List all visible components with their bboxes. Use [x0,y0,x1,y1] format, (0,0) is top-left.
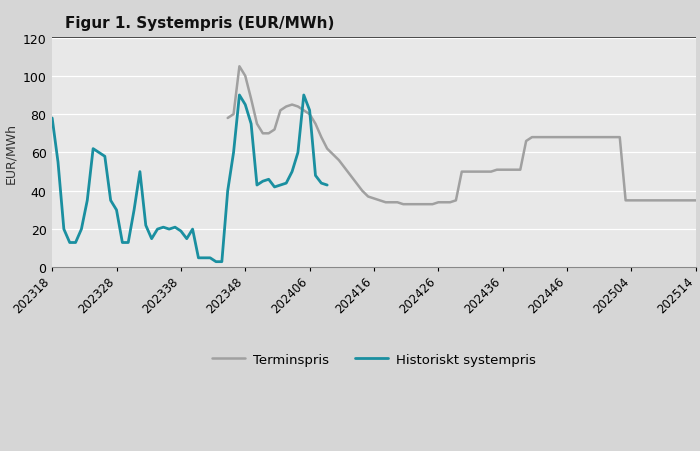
Historiskt systempris [141,223,150,229]
Terminspris [657,198,665,203]
Historiskt systempris [194,256,202,261]
Y-axis label: EUR/MWh: EUR/MWh [4,123,18,184]
Historiskt systempris [294,151,302,156]
Historiskt systempris [71,240,80,246]
Line: Terminspris: Terminspris [228,67,696,205]
Historiskt systempris [312,173,320,179]
Terminspris [639,198,648,203]
Terminspris [528,135,536,141]
Text: Figur 1. Systempris (EUR/MWh): Figur 1. Systempris (EUR/MWh) [65,15,335,31]
Historiskt systempris [153,227,162,232]
Historiskt systempris [241,103,249,108]
Terminspris [399,202,407,207]
Terminspris [615,135,624,141]
Historiskt systempris [188,227,197,232]
Historiskt systempris [288,170,296,175]
Historiskt systempris [176,229,185,234]
Historiskt systempris [136,170,144,175]
Historiskt systempris [305,108,314,114]
Historiskt systempris [183,236,191,242]
Historiskt systempris [282,181,290,186]
Historiskt systempris [276,183,285,189]
Historiskt systempris [230,151,238,156]
Historiskt systempris [54,160,62,166]
Historiskt systempris [165,227,174,232]
Historiskt systempris [60,227,68,232]
Historiskt systempris [200,256,209,261]
Historiskt systempris [223,189,232,194]
Legend: Terminspris, Historiskt systempris: Terminspris, Historiskt systempris [206,348,541,371]
Historiskt systempris [253,183,261,189]
Historiskt systempris [101,154,109,160]
Historiskt systempris [83,198,92,203]
Terminspris [580,135,589,141]
Historiskt systempris [112,208,120,213]
Historiskt systempris [300,93,308,98]
Historiskt systempris [206,256,214,261]
Historiskt systempris [124,240,132,246]
Historiskt systempris [171,225,179,230]
Historiskt systempris [106,198,115,203]
Historiskt systempris [148,236,156,242]
Historiskt systempris [247,122,256,127]
Historiskt systempris [118,240,127,246]
Historiskt systempris [89,147,97,152]
Historiskt systempris [235,93,244,98]
Historiskt systempris [265,177,273,183]
Terminspris [692,198,700,203]
Historiskt systempris [77,227,85,232]
Historiskt systempris [66,240,74,246]
Historiskt systempris [48,116,57,121]
Historiskt systempris [270,185,279,190]
Line: Historiskt systempris: Historiskt systempris [52,96,327,262]
Terminspris [223,116,232,121]
Historiskt systempris [317,181,326,186]
Historiskt systempris [94,151,103,156]
Historiskt systempris [159,225,167,230]
Historiskt systempris [218,259,226,265]
Historiskt systempris [258,179,267,184]
Terminspris [235,64,244,70]
Historiskt systempris [212,259,220,265]
Historiskt systempris [323,183,331,189]
Terminspris [493,168,501,173]
Historiskt systempris [130,208,139,213]
